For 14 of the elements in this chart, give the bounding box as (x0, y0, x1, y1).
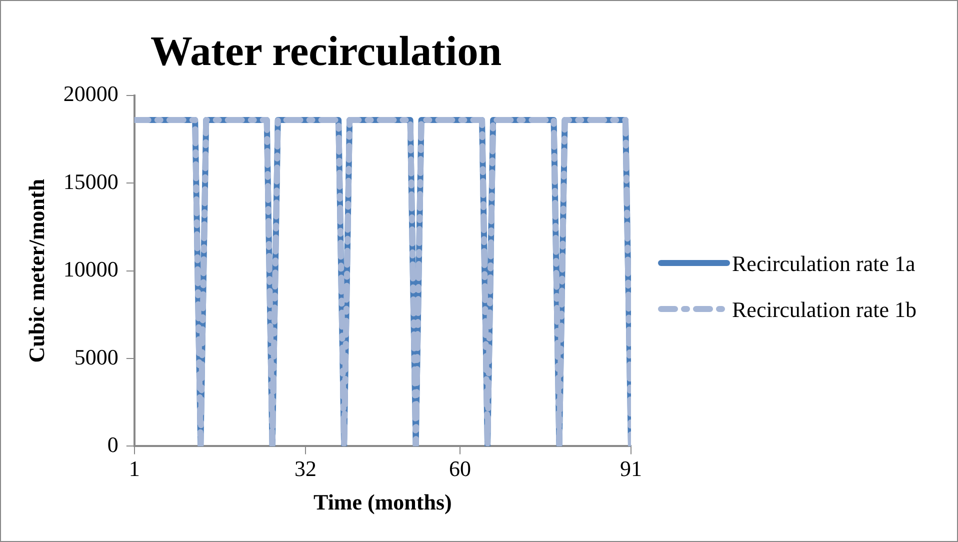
chart-title: Water recirculation (150, 29, 502, 76)
y-tick-label: 10000 (63, 256, 118, 282)
x-tick-label: 1 (128, 456, 140, 482)
x-tick-label: 91 (620, 456, 642, 482)
y-tick-label: 20000 (63, 81, 118, 106)
x-axis-title: Time (months) (314, 489, 452, 514)
y-tick-label: 15000 (63, 168, 118, 194)
legend-label: Recirculation rate 1a (732, 251, 916, 277)
legend-label: Recirculation rate 1b (732, 297, 918, 323)
y-tick-label: 0 (107, 432, 118, 457)
y-axis-title: Cubic meter/month (24, 178, 49, 363)
y-tick-label: 5000 (74, 344, 118, 370)
x-tick-label: 32 (294, 456, 316, 482)
x-tick-label: 60 (448, 456, 471, 482)
